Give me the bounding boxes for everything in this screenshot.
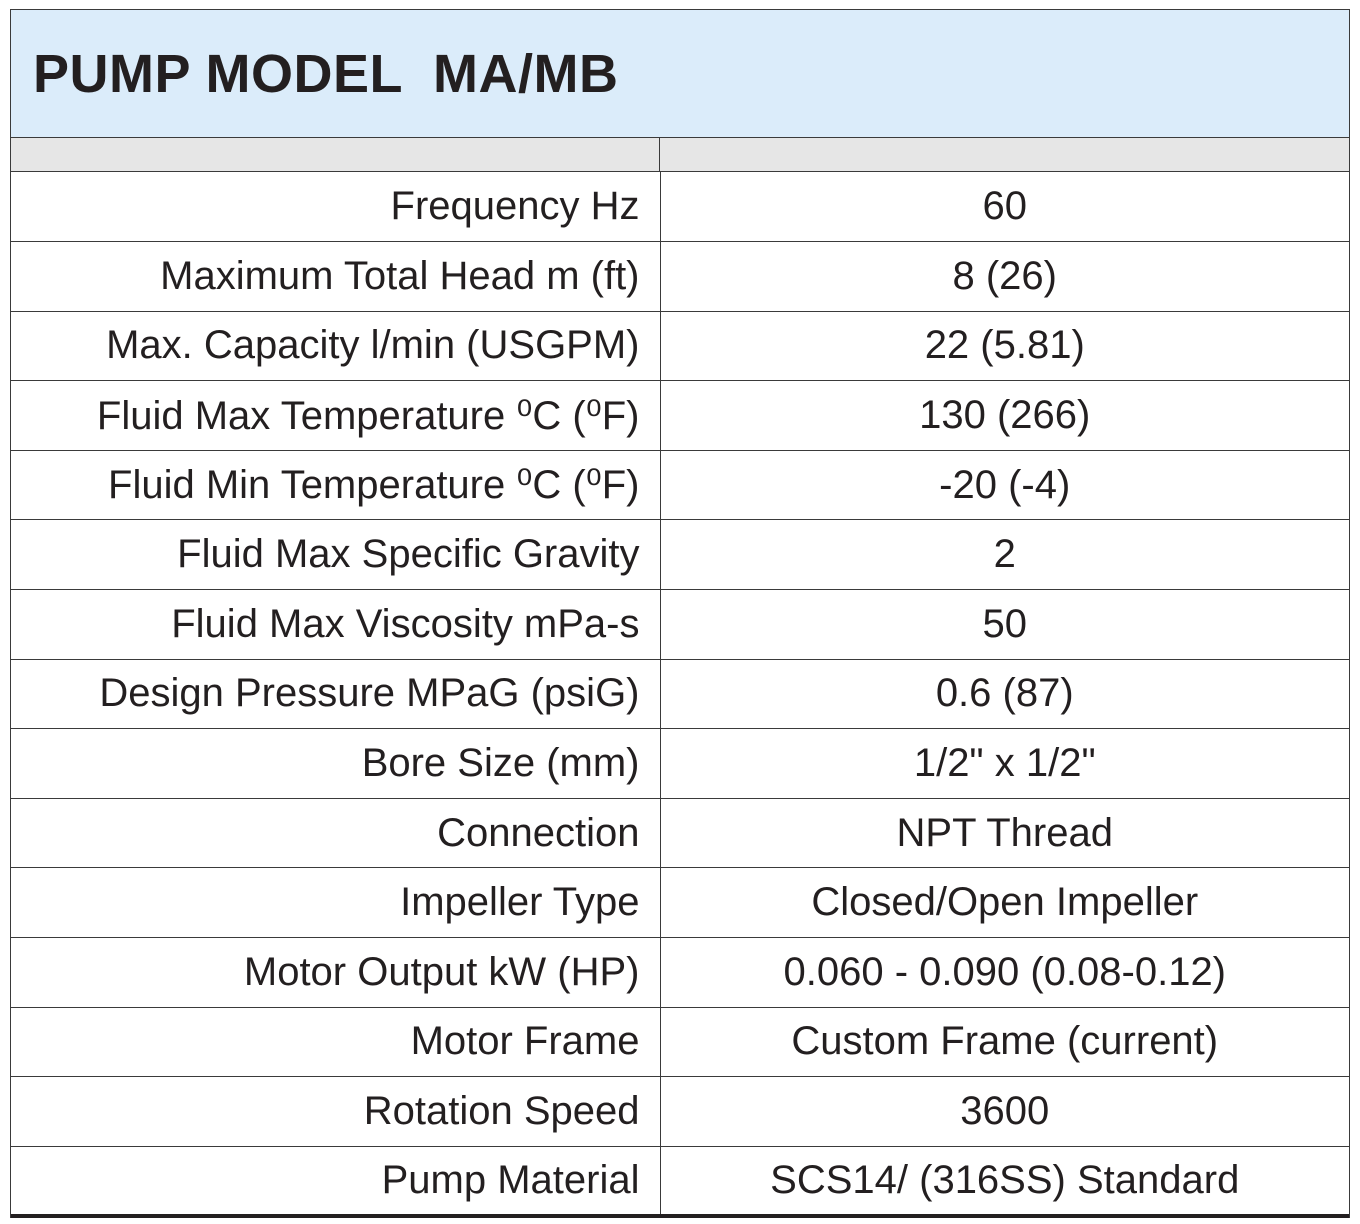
spec-label: Pump Material (11, 1146, 661, 1218)
spec-sheet: PUMP MODEL MA/MB Frequency Hz 60 Maximum T… (10, 9, 1350, 1218)
spec-row: Rotation Speed 3600 (11, 1076, 1349, 1147)
spec-label: Bore Size (mm) (11, 728, 661, 799)
spec-value: 130 (266) (660, 380, 1349, 451)
column-header-value-cell (660, 138, 1349, 171)
spec-value: 8 (26) (660, 241, 1349, 312)
spec-value: 60 (660, 172, 1349, 243)
spec-value: 0.060 - 0.090 (0.08-0.12) (660, 937, 1349, 1008)
spec-row: Motor Output kW (HP) 0.060 - 0.090 (0.08-… (11, 937, 1349, 1008)
spec-label: Impeller Type (11, 867, 661, 939)
spec-label: Motor Output kW (HP) (11, 937, 661, 1008)
spec-row: Maximum Total Head m (ft) 8 (26) (11, 241, 1349, 312)
spec-label: Design Pressure MPaG (psiG) (11, 659, 661, 730)
spec-row: Design Pressure MPaG (psiG) 0.6 (87) (11, 659, 1349, 730)
spec-label: Connection (11, 798, 661, 869)
spec-value: 1/2" x 1/2" (660, 728, 1349, 799)
spec-row: Impeller Type Closed/Open Impeller (11, 867, 1349, 939)
spec-value: Closed/Open Impeller (660, 867, 1349, 939)
spec-label: Fluid Min Temperature ⁰C (⁰F) (11, 450, 661, 521)
spec-value: -20 (-4) (660, 450, 1349, 521)
spec-row: Fluid Max Specific Gravity 2 (11, 519, 1349, 591)
spec-label: Motor Frame (11, 1007, 661, 1078)
title-bar: PUMP MODEL MA/MB (11, 10, 1349, 138)
spec-row: Fluid Max Viscosity mPa-s 50 (11, 589, 1349, 660)
spec-table-body: Frequency Hz 60 Maximum Total Head m (ft) 8… (11, 172, 1349, 1218)
spec-row: Fluid Min Temperature ⁰C (⁰F) -20 (-4) (11, 450, 1349, 521)
spec-label: Fluid Max Viscosity mPa-s (11, 589, 661, 660)
spec-label: Max. Capacity l/min (USGPM) (11, 311, 661, 382)
spec-value: 22 (5.81) (660, 311, 1349, 382)
spec-row: Fluid Max Temperature ⁰C (⁰F) 130 (266) (11, 380, 1349, 451)
spec-label: Rotation Speed (11, 1076, 661, 1147)
spec-row: Pump Material SCS14/ (316SS) Standard (11, 1146, 1349, 1218)
spec-label: Maximum Total Head m (ft) (11, 241, 661, 312)
spec-value: 3600 (660, 1076, 1349, 1147)
column-header-row (11, 138, 1349, 172)
spec-row: Motor Frame Custom Frame (current) (11, 1007, 1349, 1078)
spec-row: Max. Capacity l/min (USGPM) 22 (5.81) (11, 311, 1349, 382)
spec-label: Fluid Max Specific Gravity (11, 519, 661, 591)
column-header-label-cell (11, 138, 660, 171)
spec-row: Bore Size (mm) 1/2" x 1/2" (11, 728, 1349, 799)
spec-row: Connection NPT Thread (11, 798, 1349, 869)
spec-value: 50 (660, 589, 1349, 660)
spec-value: 2 (660, 519, 1349, 591)
spec-label: Fluid Max Temperature ⁰C (⁰F) (11, 380, 661, 451)
spec-value: NPT Thread (660, 798, 1349, 869)
spec-table: Frequency Hz 60 Maximum Total Head m (ft) 8… (11, 172, 1349, 1218)
spec-value: Custom Frame (current) (660, 1007, 1349, 1078)
page-title: PUMP MODEL MA/MB (33, 43, 619, 104)
spec-value: SCS14/ (316SS) Standard (660, 1146, 1349, 1218)
spec-value: 0.6 (87) (660, 659, 1349, 730)
spec-row: Frequency Hz 60 (11, 172, 1349, 243)
spec-label: Frequency Hz (11, 172, 661, 243)
